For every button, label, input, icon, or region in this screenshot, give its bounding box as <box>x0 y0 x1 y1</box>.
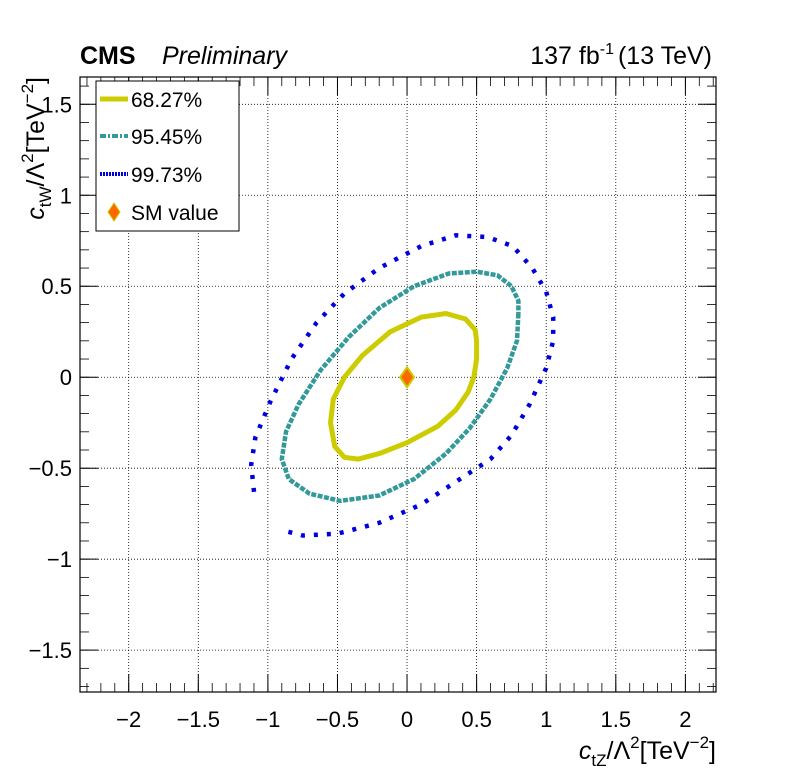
marker-layer <box>398 365 416 389</box>
x-tick-label: 1.5 <box>601 707 632 732</box>
luminosity-label: 137 fb-1 (13 TeV) <box>530 41 712 70</box>
sm-value-marker <box>398 365 416 389</box>
contour-9973 <box>248 233 556 538</box>
y-axis-ticks: −1.5 −1 −0.5 0 0.5 1 1.5 <box>29 92 716 663</box>
x-tick-label: −0.5 <box>316 707 359 732</box>
y-axis-label: ctW/Λ2[TeV−2] <box>18 77 55 220</box>
y-tick-label: 1 <box>60 183 72 208</box>
x-tick-label: 0.5 <box>461 707 492 732</box>
experiment-label: CMS <box>80 42 136 70</box>
y-tick-label: −0.5 <box>29 456 72 481</box>
contour-layer <box>248 233 556 538</box>
plot-frame <box>79 76 717 693</box>
status-label: Preliminary <box>162 42 289 70</box>
x-tick-label: 2 <box>679 707 691 732</box>
x-tick-label: −1.5 <box>177 707 220 732</box>
y-tick-label: −1 <box>47 547 72 572</box>
x-tick-label: −2 <box>116 707 141 732</box>
x-tick-label: 0 <box>401 707 413 732</box>
legend-swatch-sm <box>107 202 121 222</box>
legend-box <box>95 80 240 232</box>
legend-label-68: 68.27% <box>131 89 202 112</box>
y-tick-label: 0 <box>60 365 72 390</box>
x-tick-label: −1 <box>255 707 280 732</box>
legend-label-95: 95.45% <box>131 126 202 149</box>
legend: 68.27% 95.45% 99.73% SM value <box>95 80 240 232</box>
y-tick-label: −1.5 <box>29 638 72 663</box>
legend-label-99: 99.73% <box>131 164 202 187</box>
y-tick-label: 1.5 <box>41 92 72 117</box>
x-axis-label: ctZ/Λ2[TeV−2] <box>579 733 716 770</box>
y-tick-label: 0.5 <box>41 274 72 299</box>
legend-label-sm: SM value <box>131 202 219 225</box>
contour-6827 <box>328 311 480 462</box>
x-tick-label: 1 <box>540 707 552 732</box>
contour-9545 <box>279 269 521 504</box>
